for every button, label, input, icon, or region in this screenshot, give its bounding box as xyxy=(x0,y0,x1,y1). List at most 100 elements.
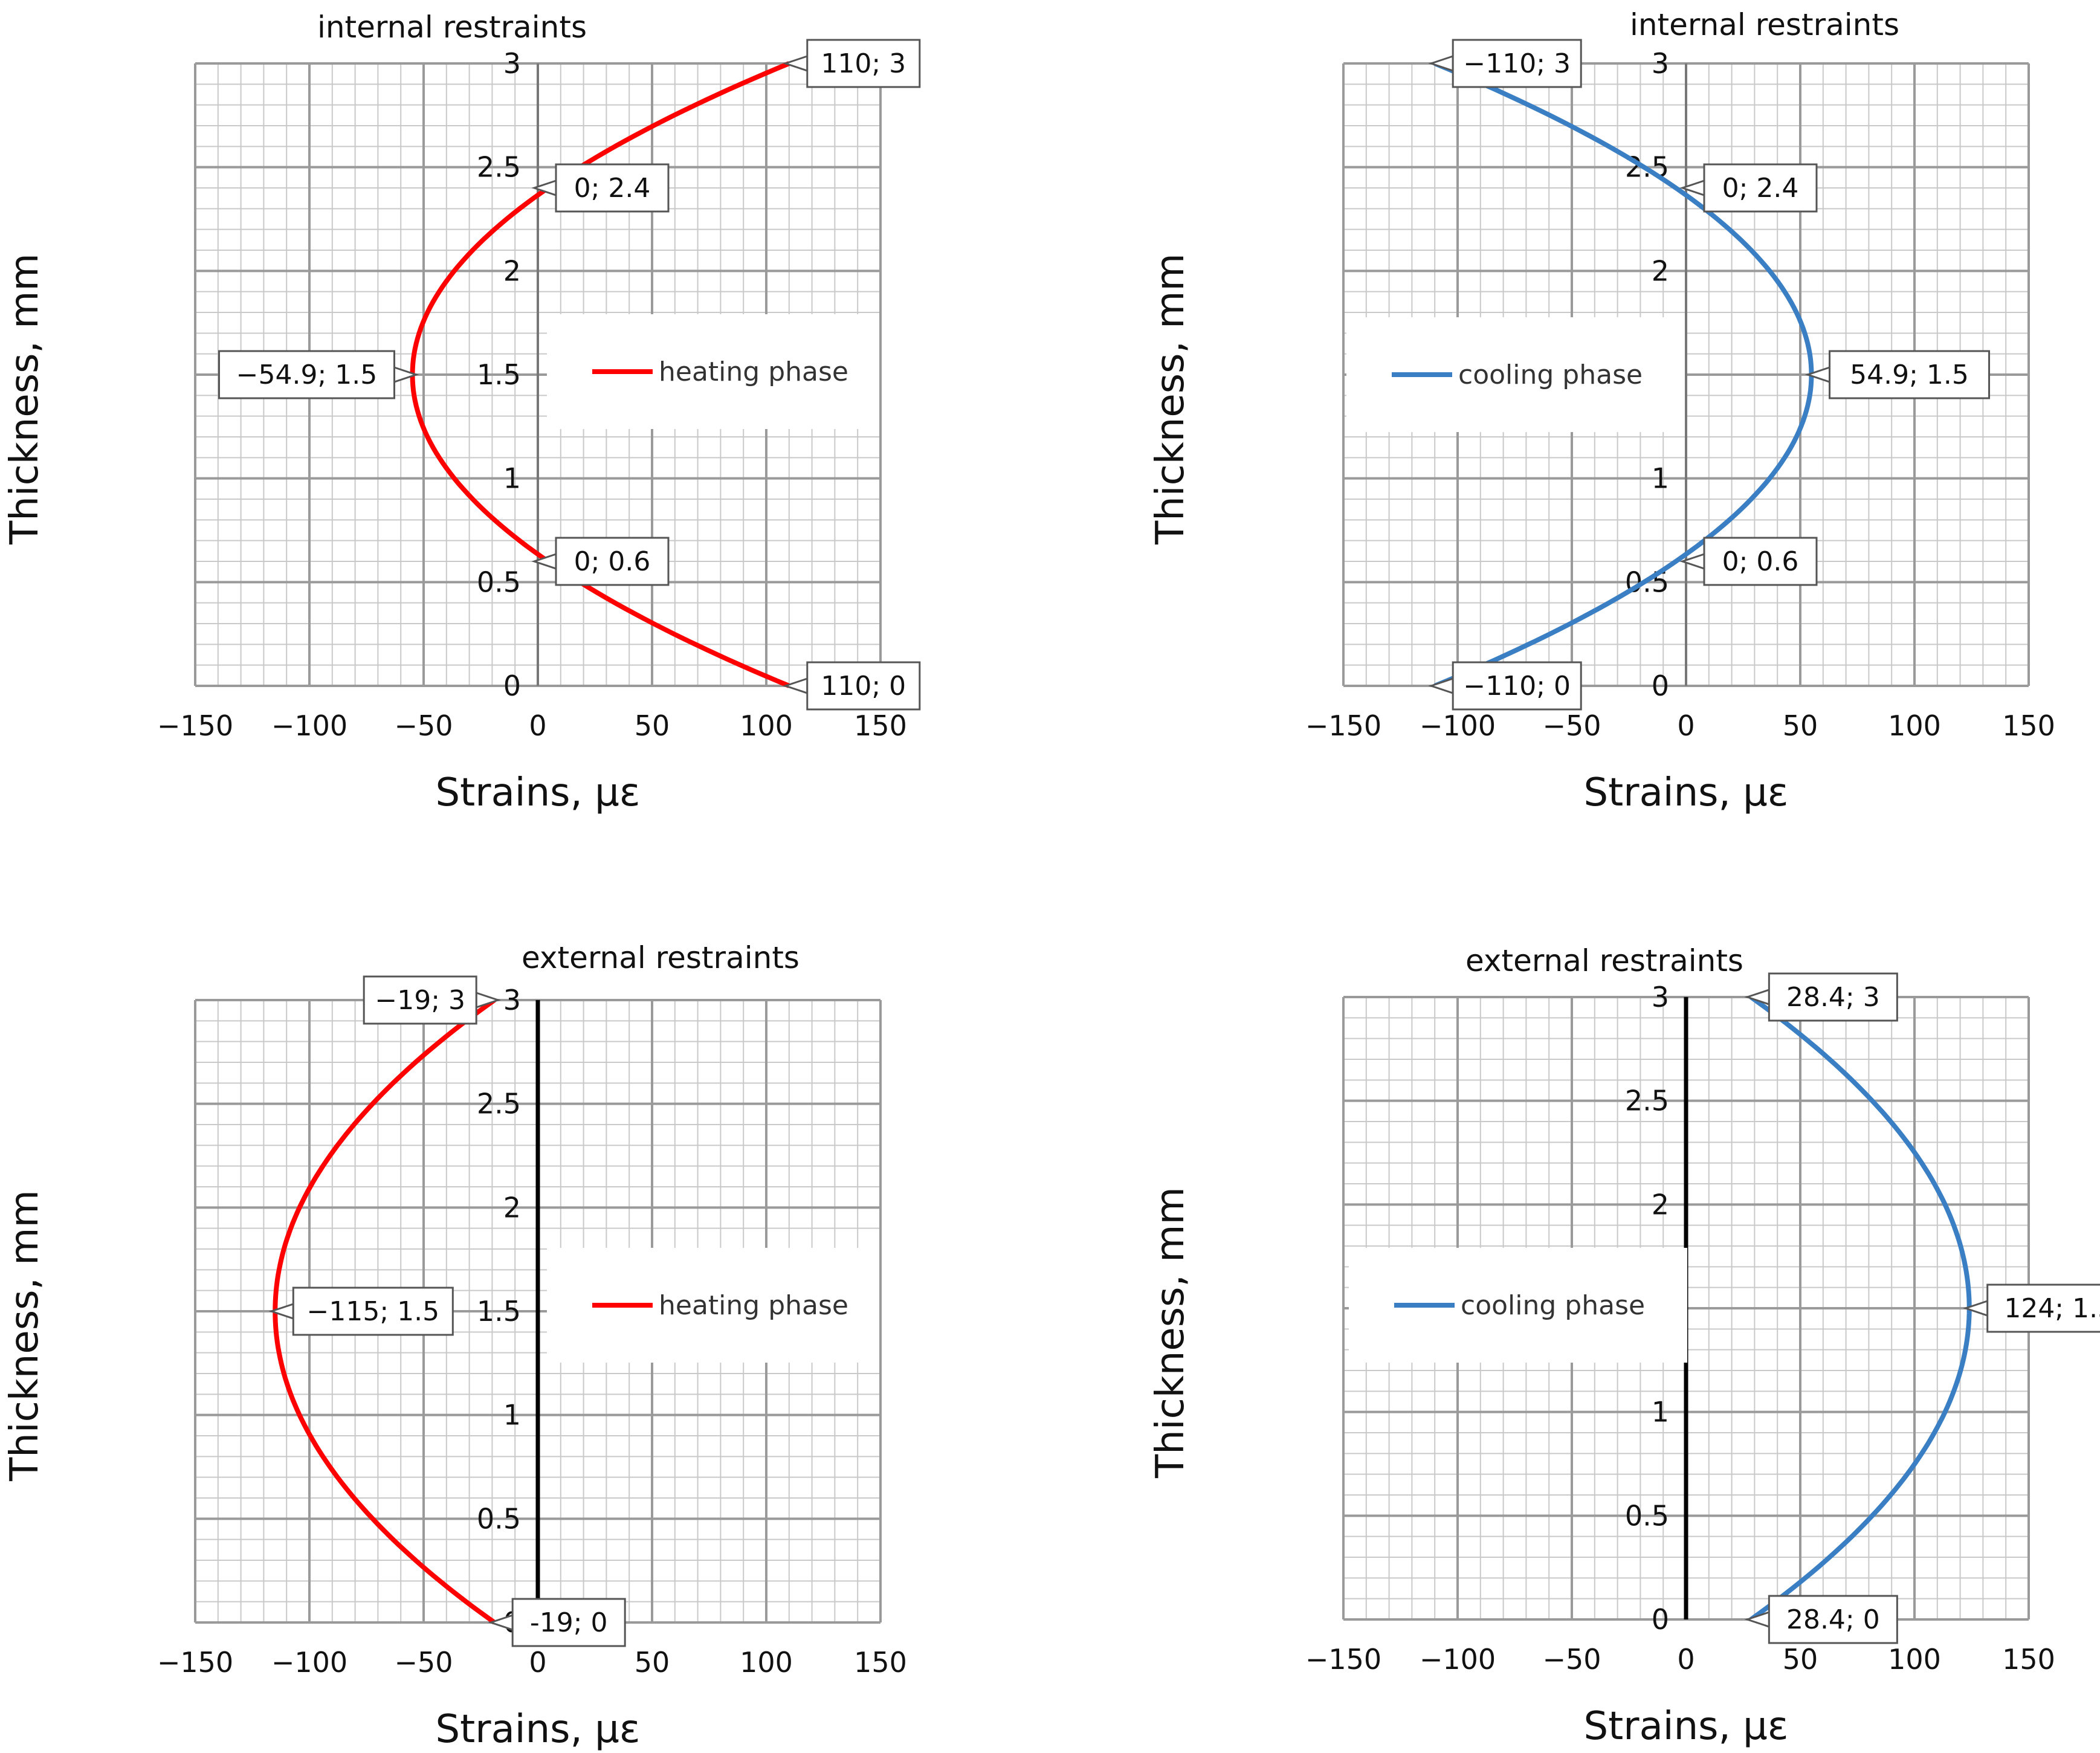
data-label: 0; 2.4 xyxy=(1679,163,1818,213)
data-label-text: 28.4; 3 xyxy=(1786,982,1880,1013)
y-tick-label: 2 xyxy=(1652,1188,1669,1221)
data-label-text: -19; 0 xyxy=(530,1607,608,1638)
x-tick-label: −100 xyxy=(1420,709,1496,742)
data-label-text: 54.9; 1.5 xyxy=(1850,360,1969,390)
data-label-text: 0; 2.4 xyxy=(574,173,651,204)
data-label-text: 28.4; 0 xyxy=(1786,1604,1880,1635)
legend-label: cooling phase xyxy=(1458,360,1643,390)
y-tick-label: 1 xyxy=(503,462,521,495)
data-label: −110; 3 xyxy=(1428,39,1582,88)
y-tick-label: 3 xyxy=(503,984,521,1016)
data-label-text: −110; 3 xyxy=(1463,48,1571,79)
chart-title: external restraints xyxy=(1465,943,1743,978)
data-label-box xyxy=(292,1287,454,1336)
x-tick-label: 0 xyxy=(529,1646,546,1679)
data-label-text: 0; 2.4 xyxy=(1722,173,1799,204)
x-axis-label: Strains, με xyxy=(1584,1704,1789,1749)
x-tick-label: −100 xyxy=(271,1646,347,1679)
y-tick-label: 2 xyxy=(503,1191,521,1224)
x-tick-label: 150 xyxy=(2002,709,2055,742)
y-tick-label: 0.5 xyxy=(477,566,521,598)
y-tick-label: 0.5 xyxy=(477,1502,521,1535)
data-label: 0; 2.4 xyxy=(531,163,670,213)
chart-title: internal restraints xyxy=(317,10,587,45)
chart-panel-4: external restraints00.511.522.53−150−100… xyxy=(1148,943,2100,1749)
x-axis-label: Strains, με xyxy=(1584,770,1789,815)
y-tick-label: 0 xyxy=(1652,670,1669,702)
x-tick-label: 50 xyxy=(635,709,670,742)
x-tick-label: 100 xyxy=(1888,709,1941,742)
data-label-box xyxy=(1703,537,1818,586)
data-label-box xyxy=(1452,39,1582,88)
y-tick-label: 2.5 xyxy=(477,151,521,184)
data-label-text: −110; 0 xyxy=(1463,671,1571,702)
data-label: 110; 0 xyxy=(783,661,921,711)
x-tick-label: 0 xyxy=(529,709,546,742)
data-label-box xyxy=(806,39,921,88)
x-tick-label: −150 xyxy=(157,709,233,742)
x-tick-label: 50 xyxy=(1783,1643,1818,1676)
data-label: −115; 1.5 xyxy=(268,1287,454,1336)
data-label: 110; 3 xyxy=(783,39,921,88)
data-label: 124; 1.5 xyxy=(1962,1283,2100,1333)
x-tick-label: 150 xyxy=(854,1646,907,1679)
x-tick-label: 0 xyxy=(1677,709,1695,742)
data-label-box xyxy=(1829,350,1991,399)
x-tick-label: −50 xyxy=(394,709,453,742)
legend-label: heating phase xyxy=(659,357,848,387)
data-label: 0; 0.6 xyxy=(531,537,670,586)
x-tick-label: 0 xyxy=(1677,1643,1695,1676)
data-label: −54.9; 1.5 xyxy=(218,350,419,399)
y-tick-label: 2 xyxy=(1652,254,1669,287)
y-tick-label: 0.5 xyxy=(1625,1499,1669,1532)
data-label-box xyxy=(363,975,477,1025)
data-label-box xyxy=(555,163,670,213)
x-tick-label: −150 xyxy=(1305,1643,1381,1676)
y-axis-label: Thickness, mm xyxy=(1148,1187,1193,1479)
legend: heating phase xyxy=(547,314,879,429)
chart-panel-2: internal restraints00.511.522.53−150−100… xyxy=(1148,7,2055,815)
x-tick-label: −50 xyxy=(1542,1643,1601,1676)
data-label-text: 124; 1.5 xyxy=(2004,1293,2100,1324)
y-tick-label: 0 xyxy=(503,670,521,702)
x-tick-label: −50 xyxy=(394,1646,453,1679)
y-tick-label: 2.5 xyxy=(1625,1085,1669,1117)
y-tick-label: 1.5 xyxy=(477,1295,521,1328)
data-label-text: 0; 0.6 xyxy=(574,546,651,577)
data-label-text: −19; 3 xyxy=(375,985,465,1016)
x-tick-label: 100 xyxy=(1888,1643,1941,1676)
y-axis-label: Thickness, mm xyxy=(2,253,47,545)
data-label-text: −115; 1.5 xyxy=(306,1296,439,1327)
x-tick-label: −100 xyxy=(271,709,347,742)
x-tick-label: −150 xyxy=(157,1646,233,1679)
y-tick-label: 1 xyxy=(503,1399,521,1432)
data-label-text: 110; 0 xyxy=(821,671,906,702)
data-label-box xyxy=(1986,1283,2100,1333)
data-label: 28.4; 0 xyxy=(1744,1595,1898,1644)
legend-label: heating phase xyxy=(659,1290,848,1321)
x-axis-label: Strains, με xyxy=(436,1707,641,1752)
data-label: 28.4; 3 xyxy=(1744,972,1898,1022)
chart-panel-3: external restraints 0 0.5 1 1.5 2 2.5 3 −150 −100… xyxy=(2,940,907,1752)
data-label-box xyxy=(218,350,395,399)
x-tick-label: −50 xyxy=(1542,709,1601,742)
y-tick-label: 1 xyxy=(1652,1396,1669,1429)
y-tick-label: 1 xyxy=(1652,462,1669,495)
data-label-box xyxy=(511,1598,626,1647)
legend: cooling phase xyxy=(1349,1248,1687,1363)
data-label: -19; 0 xyxy=(488,1598,626,1647)
y-tick-label: 2 xyxy=(503,254,521,287)
data-label-pointer xyxy=(488,1613,514,1632)
data-label-box xyxy=(1703,163,1818,213)
y-tick-label: 3 xyxy=(1652,981,1669,1013)
data-label: −19; 3 xyxy=(363,975,501,1025)
data-label-box xyxy=(1768,1595,1898,1644)
legend-label: cooling phase xyxy=(1461,1290,1645,1321)
x-tick-label: 50 xyxy=(1783,709,1818,742)
data-label-text: 110; 3 xyxy=(821,48,906,79)
chart-title: internal restraints xyxy=(1630,7,1899,42)
data-label-box xyxy=(1452,661,1582,711)
x-tick-label: 150 xyxy=(854,709,907,742)
x-tick-label: 150 xyxy=(2002,1643,2055,1676)
data-label-text: −54.9; 1.5 xyxy=(236,360,378,390)
